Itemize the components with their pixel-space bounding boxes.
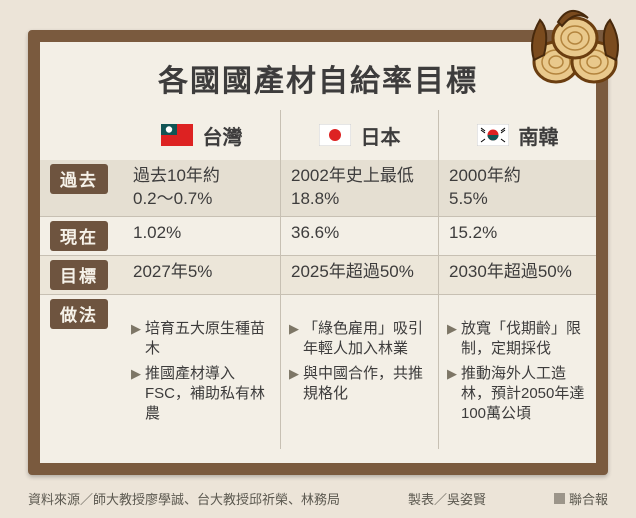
- row-label-cell: 過去: [40, 160, 123, 216]
- bullet-icon: ▶: [447, 319, 457, 360]
- bullet-text: 推國產材導入FSC，補助私有林農: [145, 364, 274, 425]
- cell-now-korea: 15.2%: [438, 217, 596, 255]
- country-label: 日本: [361, 121, 401, 150]
- data-table: 過去 過去10年約 0.2～0.7% 2002年史上最低 18.8% 2000年…: [40, 160, 596, 449]
- cell-now-taiwan: 1.02%: [123, 217, 280, 255]
- row-now: 現在 1.02% 36.6% 15.2%: [40, 216, 596, 255]
- cell-methods-taiwan: ▶培育五大原生種苗木 ▶推國產材導入FSC，補助私有林農: [123, 295, 280, 449]
- credit-brand: 聯合報: [554, 489, 608, 508]
- korea-flag-icon: [477, 124, 509, 146]
- bullet-icon: ▶: [447, 364, 457, 425]
- japan-flag-icon: [319, 124, 351, 146]
- credit-source: 資料來源／師大教授廖學誠、台大教授邱祈榮、林務局: [28, 489, 340, 508]
- credit-maker: 製表／吳姿賢: [408, 489, 486, 508]
- row-methods: 做法 ▶培育五大原生種苗木 ▶推國產材導入FSC，補助私有林農 ▶「綠色雇用」吸…: [40, 294, 596, 449]
- row-badge: 過去: [50, 164, 108, 194]
- cell-target-taiwan: 2027年5%: [123, 256, 280, 294]
- bullet-text: 放寬「伐期齡」限制，定期採伐: [461, 319, 590, 360]
- country-label: 南韓: [519, 121, 559, 150]
- bullet-text: 與中國合作，共推規格化: [303, 364, 432, 405]
- brand-square-icon: [554, 493, 565, 504]
- brand-text: 聯合報: [569, 489, 608, 508]
- cell-past-taiwan: 過去10年約 0.2～0.7%: [123, 160, 280, 216]
- country-label: 台灣: [203, 121, 243, 150]
- country-header-row: 台灣 日本 南韓: [40, 110, 596, 160]
- bullet-text: 培育五大原生種苗木: [145, 319, 274, 360]
- cell-now-japan: 36.6%: [280, 217, 438, 255]
- credit-line: 資料來源／師大教授廖學誠、台大教授邱祈榮、林務局 製表／吳姿賢 聯合報: [28, 489, 608, 508]
- cell-methods-japan: ▶「綠色雇用」吸引年輕人加入林業 ▶與中國合作，共推規格化: [280, 295, 438, 449]
- page-title: 各國國產材自給率目標: [40, 42, 596, 110]
- taiwan-flag-icon: [161, 124, 193, 146]
- wood-logs-decoration: [520, 0, 630, 95]
- cell-methods-korea: ▶放寬「伐期齡」限制，定期採伐 ▶推動海外人工造林，預計2050年達100萬公頃: [438, 295, 596, 449]
- bullet-icon: ▶: [131, 364, 141, 425]
- cell-target-korea: 2030年超過50%: [438, 256, 596, 294]
- cell-past-korea: 2000年約 5.5%: [438, 160, 596, 216]
- country-col-taiwan: 台灣: [123, 110, 280, 160]
- row-badge: 現在: [50, 221, 108, 251]
- country-col-korea: 南韓: [438, 110, 596, 160]
- cell-past-japan: 2002年史上最低 18.8%: [280, 160, 438, 216]
- cell-target-japan: 2025年超過50%: [280, 256, 438, 294]
- row-badge: 做法: [50, 299, 108, 329]
- content-frame: 各國國產材自給率目標 台灣 日本 南韓 過去 過去10年約: [28, 30, 608, 475]
- row-label-cell: 目標: [40, 256, 123, 294]
- country-col-japan: 日本: [280, 110, 438, 160]
- bullet-icon: ▶: [131, 319, 141, 360]
- row-label-cell: 做法: [40, 295, 123, 449]
- row-past: 過去 過去10年約 0.2～0.7% 2002年史上最低 18.8% 2000年…: [40, 160, 596, 216]
- row-target: 目標 2027年5% 2025年超過50% 2030年超過50%: [40, 255, 596, 294]
- row-label-cell: 現在: [40, 217, 123, 255]
- bullet-icon: ▶: [289, 319, 299, 360]
- bullet-icon: ▶: [289, 364, 299, 405]
- row-badge: 目標: [50, 260, 108, 290]
- bullet-text: 推動海外人工造林，預計2050年達100萬公頃: [461, 364, 590, 425]
- bullet-text: 「綠色雇用」吸引年輕人加入林業: [303, 319, 432, 360]
